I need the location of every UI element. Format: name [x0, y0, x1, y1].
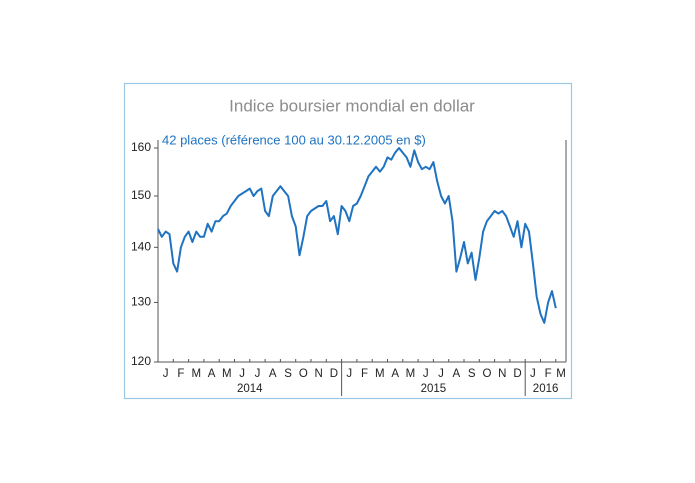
x-tick-label: J	[530, 368, 536, 380]
x-tick-label: A	[269, 368, 277, 380]
y-tick-label: 150	[131, 188, 151, 202]
x-tick-label: A	[453, 368, 461, 380]
x-tick-label: M	[556, 368, 566, 380]
index-line	[157, 147, 557, 324]
x-tick-label: M	[406, 368, 416, 380]
x-tick-label: M	[375, 368, 385, 380]
year-label: 2015	[421, 383, 447, 395]
year-label: 2014	[237, 383, 263, 395]
frame	[123, 82, 573, 400]
y-tick-label: 130	[131, 295, 151, 309]
x-tick-label: S	[468, 368, 476, 380]
x-tick-label: J	[423, 368, 429, 380]
y-tick-label: 120	[131, 354, 151, 368]
x-tick-label: J	[163, 368, 169, 380]
x-tick-label: O	[482, 368, 491, 380]
x-tick-label: M	[222, 368, 232, 380]
x-tick-label: A	[208, 368, 216, 380]
x-tick-label: M	[191, 368, 201, 380]
x-tick-label: D	[330, 368, 338, 380]
y-tick-label: 160	[131, 140, 151, 154]
x-tick-label: F	[545, 368, 552, 380]
x-tick-label: S	[284, 368, 292, 380]
x-tick-label: O	[299, 368, 308, 380]
x-tick-label: J	[346, 368, 352, 380]
x-tick-label: A	[391, 368, 399, 380]
x-tick-label: N	[498, 368, 506, 380]
y-tick-label: 140	[131, 240, 151, 254]
chart-subtitle: 42 places (référence 100 au 30.12.2005 e…	[162, 132, 426, 147]
chart-title: Indice boursier mondial en dollar	[229, 96, 475, 115]
year-label: 2016	[533, 383, 559, 395]
x-tick-label: N	[314, 368, 322, 380]
x-tick-label: J	[255, 368, 261, 380]
x-tick-label: J	[239, 368, 245, 380]
x-tick-label: F	[177, 368, 184, 380]
x-tick-label: F	[361, 368, 368, 380]
x-tick-label: J	[438, 368, 444, 380]
x-tick-label: D	[513, 368, 521, 380]
